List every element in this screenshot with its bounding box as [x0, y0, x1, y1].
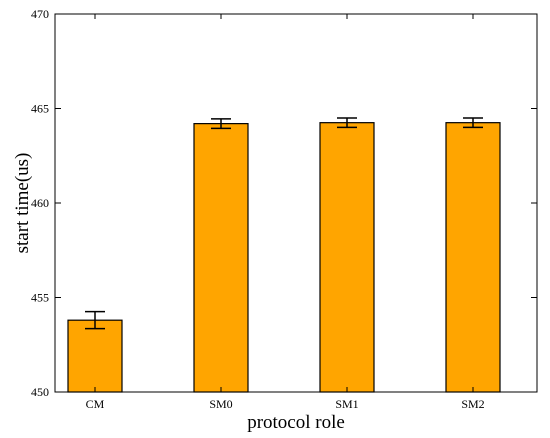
x-tick-label: SM1 — [335, 397, 358, 411]
error-bars-layer — [85, 117, 483, 330]
bars-layer — [67, 122, 501, 393]
bar-cm — [67, 319, 123, 393]
y-tick-label: 450 — [31, 385, 49, 399]
x-tick-label: SM0 — [209, 397, 232, 411]
y-axis-ticks: 450 455 460 465 470 — [31, 7, 537, 399]
x-tick-label: CM — [86, 397, 105, 411]
x-axis-label: protocol role — [247, 412, 345, 433]
bar-sm0 — [193, 123, 249, 393]
y-tick-label: 460 — [31, 196, 49, 210]
y-tick-label: 465 — [31, 102, 49, 116]
x-tick-label: SM2 — [461, 397, 484, 411]
y-axis-label: start time(us) — [12, 153, 33, 254]
x-axis-ticks: CM SM0 SM1 SM2 — [86, 14, 485, 411]
bar-sm1 — [319, 122, 375, 393]
y-tick-label: 470 — [31, 7, 49, 21]
y-tick-label: 455 — [31, 291, 49, 305]
bar-sm2 — [445, 122, 501, 393]
